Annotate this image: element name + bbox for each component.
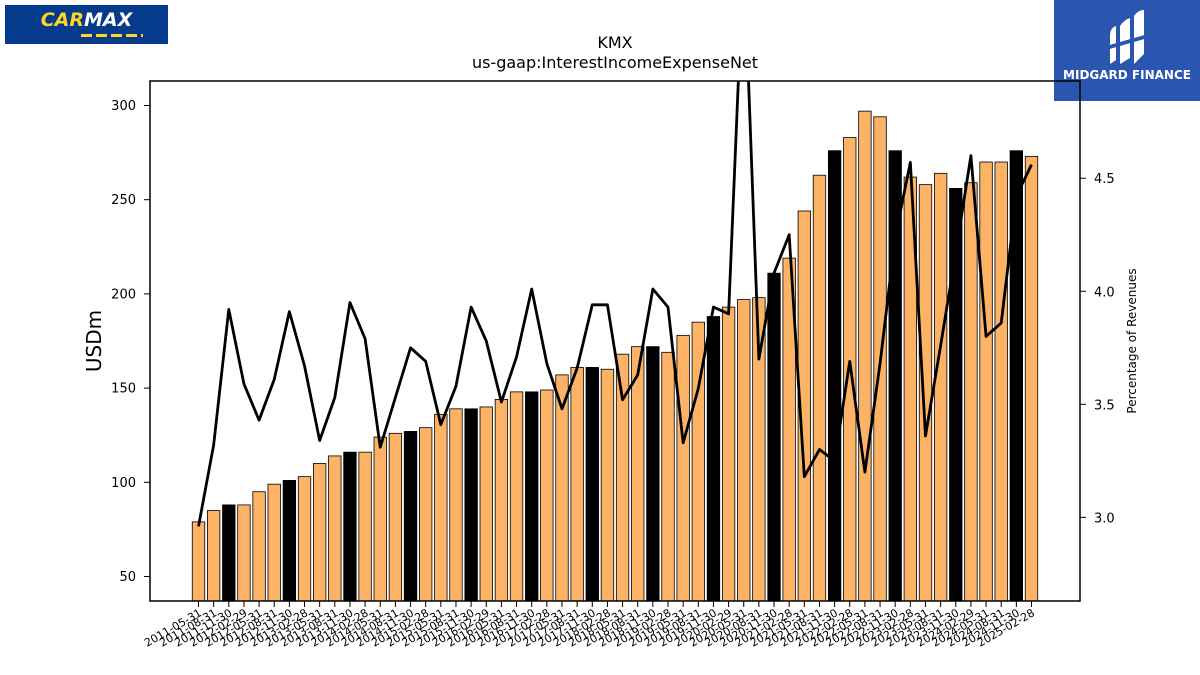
chart-subtitle: us-gaap:InterestIncomeExpenseNet bbox=[472, 53, 758, 72]
bar bbox=[509, 391, 524, 602]
chart-title: KMX bbox=[597, 33, 632, 52]
bar bbox=[313, 463, 327, 602]
bar bbox=[328, 455, 342, 602]
bar bbox=[222, 504, 236, 602]
y-tick-label: 200 bbox=[111, 287, 136, 302]
plot-frame bbox=[149, 80, 1081, 602]
bar bbox=[661, 351, 675, 602]
bar bbox=[1024, 155, 1039, 602]
y-tick-label: 150 bbox=[111, 382, 136, 397]
bar bbox=[994, 161, 1008, 602]
bar bbox=[525, 391, 539, 602]
bar bbox=[267, 483, 281, 602]
bar bbox=[358, 451, 372, 602]
y2-tick-label: 4.5 bbox=[1094, 172, 1115, 187]
bar bbox=[600, 368, 615, 602]
bar bbox=[434, 414, 448, 602]
midgard-finance-logo: MIDGARD FINANCE bbox=[1054, 0, 1200, 101]
y2-tick-label: 3.0 bbox=[1094, 511, 1115, 526]
bar bbox=[297, 476, 312, 602]
y-axis-left: 50 100 150 200 250 300 bbox=[111, 99, 150, 585]
bar bbox=[191, 521, 206, 602]
percentage-line bbox=[197, 81, 1033, 527]
carmax-wordmark: CARMAX bbox=[40, 9, 133, 31]
bar bbox=[282, 480, 297, 602]
bar bbox=[237, 504, 251, 602]
bar bbox=[479, 406, 493, 602]
bar bbox=[737, 299, 751, 602]
y-tick-label: 300 bbox=[111, 99, 136, 114]
bar bbox=[767, 272, 781, 602]
bar bbox=[979, 161, 993, 602]
bar bbox=[252, 491, 266, 602]
bars-layer bbox=[191, 110, 1039, 602]
bar bbox=[343, 451, 357, 602]
y-axis-right: 3.0 3.5 4.0 4.5 bbox=[1080, 172, 1115, 526]
y-tick-label: 250 bbox=[111, 193, 136, 208]
y2-tick-label: 3.5 bbox=[1094, 398, 1115, 413]
bar bbox=[570, 366, 584, 602]
bar bbox=[419, 427, 433, 602]
bar bbox=[206, 510, 221, 602]
bar bbox=[676, 334, 690, 602]
y-tick-label: 100 bbox=[111, 476, 136, 491]
bar bbox=[827, 150, 842, 602]
midgard-finance-text: MIDGARD FINANCE bbox=[1063, 68, 1191, 82]
bar bbox=[585, 366, 599, 602]
bar bbox=[494, 399, 509, 602]
bar bbox=[403, 431, 418, 602]
bar bbox=[1009, 150, 1023, 602]
bar bbox=[388, 432, 403, 602]
bar bbox=[464, 408, 478, 602]
bar bbox=[373, 436, 387, 602]
bar bbox=[721, 306, 736, 602]
y2-tick-label: 4.0 bbox=[1094, 285, 1115, 300]
y2-axis-label: Percentage of Revenues bbox=[1125, 268, 1139, 413]
bar bbox=[540, 389, 554, 602]
bar bbox=[964, 182, 978, 602]
bar bbox=[646, 346, 660, 602]
y-tick-label: 50 bbox=[119, 570, 136, 585]
midgard-mark-icon bbox=[1106, 10, 1148, 64]
bar bbox=[812, 174, 827, 602]
bar bbox=[449, 408, 463, 602]
carmax-dashes bbox=[81, 34, 143, 37]
bar bbox=[858, 110, 872, 602]
bar bbox=[631, 346, 645, 602]
bar bbox=[918, 184, 933, 602]
bar bbox=[933, 172, 948, 602]
y-axis-label: USDm bbox=[82, 310, 106, 372]
x-axis: 2011-05-312011-08-312011-11-302012-02-29… bbox=[142, 601, 1037, 650]
bar bbox=[706, 316, 721, 602]
carmax-logo: CARMAX bbox=[5, 5, 168, 44]
